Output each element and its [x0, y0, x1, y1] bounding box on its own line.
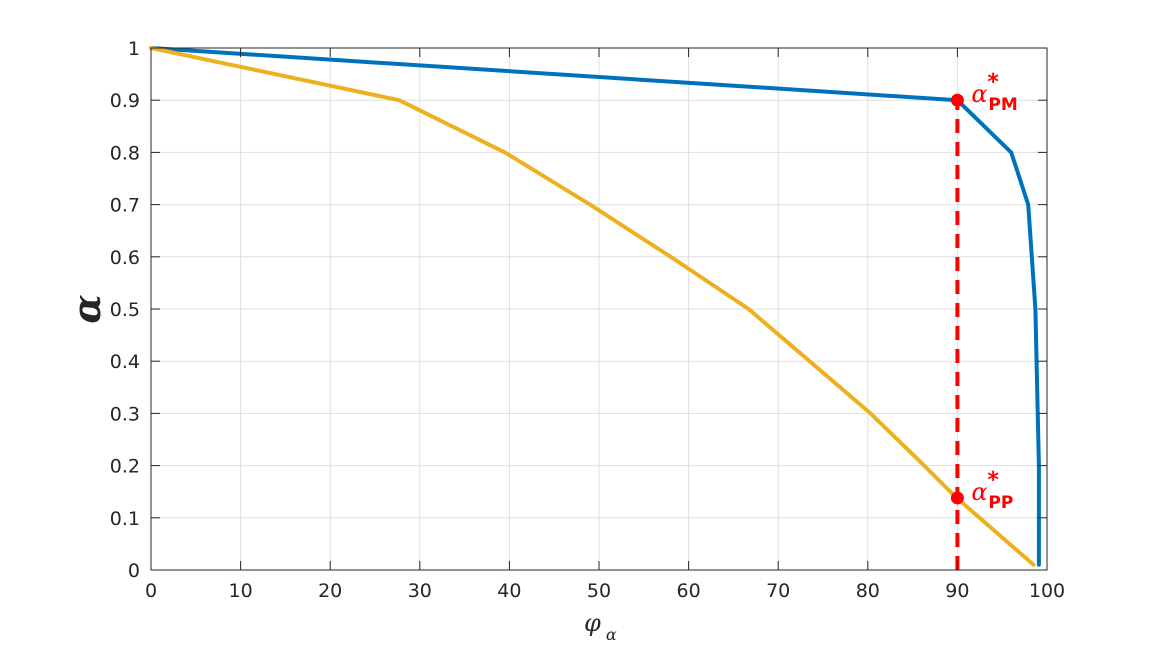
x-tick-label: 30 — [408, 580, 432, 602]
x-axis-label-sub: α — [606, 625, 617, 644]
overlays: α *PMα *PP — [950, 70, 1018, 570]
y-tick-label: 0.3 — [110, 403, 140, 425]
y-tick-label: 0.6 — [110, 247, 140, 269]
tick-labels: 0 10 20 30 40 50 60 70 80 90 100 0 0.1 0.2 0.3 0.4 0.5 0.… — [110, 38, 1065, 602]
marker-point-1 — [950, 93, 964, 107]
x-tick-label: 60 — [677, 580, 701, 602]
y-tick-label: 0.9 — [110, 90, 140, 112]
y-axis-label: α — [64, 294, 109, 323]
y-tick-label: 0.1 — [110, 508, 140, 530]
annotation-sup: * — [987, 468, 999, 493]
y-tick-label: 0.8 — [110, 142, 140, 164]
y-tick-label: 1 — [128, 38, 140, 60]
x-tick-label: 100 — [1029, 580, 1065, 602]
annotation-sup: * — [987, 70, 999, 95]
y-tick-label: 0.2 — [110, 456, 140, 478]
annotation-base: α — [971, 80, 987, 108]
series-line-2 — [149, 46, 1036, 567]
x-tick-label: 40 — [497, 580, 521, 602]
y-tick-label: 0.7 — [110, 195, 140, 217]
x-axis-label: φ α — [584, 609, 617, 644]
y-tick-label: 0.4 — [110, 351, 140, 373]
x-tick-label: 80 — [856, 580, 880, 602]
x-tick-label: 20 — [318, 580, 342, 602]
annotation-base: α — [971, 478, 987, 506]
annotation-pp: α *PP — [971, 468, 1013, 513]
x-tick-label: 70 — [766, 580, 790, 602]
annotation-sub: PP — [988, 493, 1013, 513]
marker-point-2 — [950, 491, 964, 505]
y-tick-label: 0.5 — [110, 299, 140, 321]
x-tick-label: 0 — [145, 580, 157, 602]
x-axis-label-base: φ — [584, 609, 601, 637]
x-tick-label: 50 — [587, 580, 611, 602]
y-tick-label: 0 — [128, 560, 140, 582]
series-lines — [149, 46, 1041, 567]
grid — [150, 47, 1048, 571]
x-tick-label: 10 — [229, 580, 253, 602]
ticks — [150, 47, 1048, 571]
annotation-sub: PM — [988, 95, 1017, 115]
x-tick-label: 90 — [945, 580, 969, 602]
annotation-pm: α *PM — [971, 70, 1017, 115]
series-line-1 — [149, 46, 1041, 567]
